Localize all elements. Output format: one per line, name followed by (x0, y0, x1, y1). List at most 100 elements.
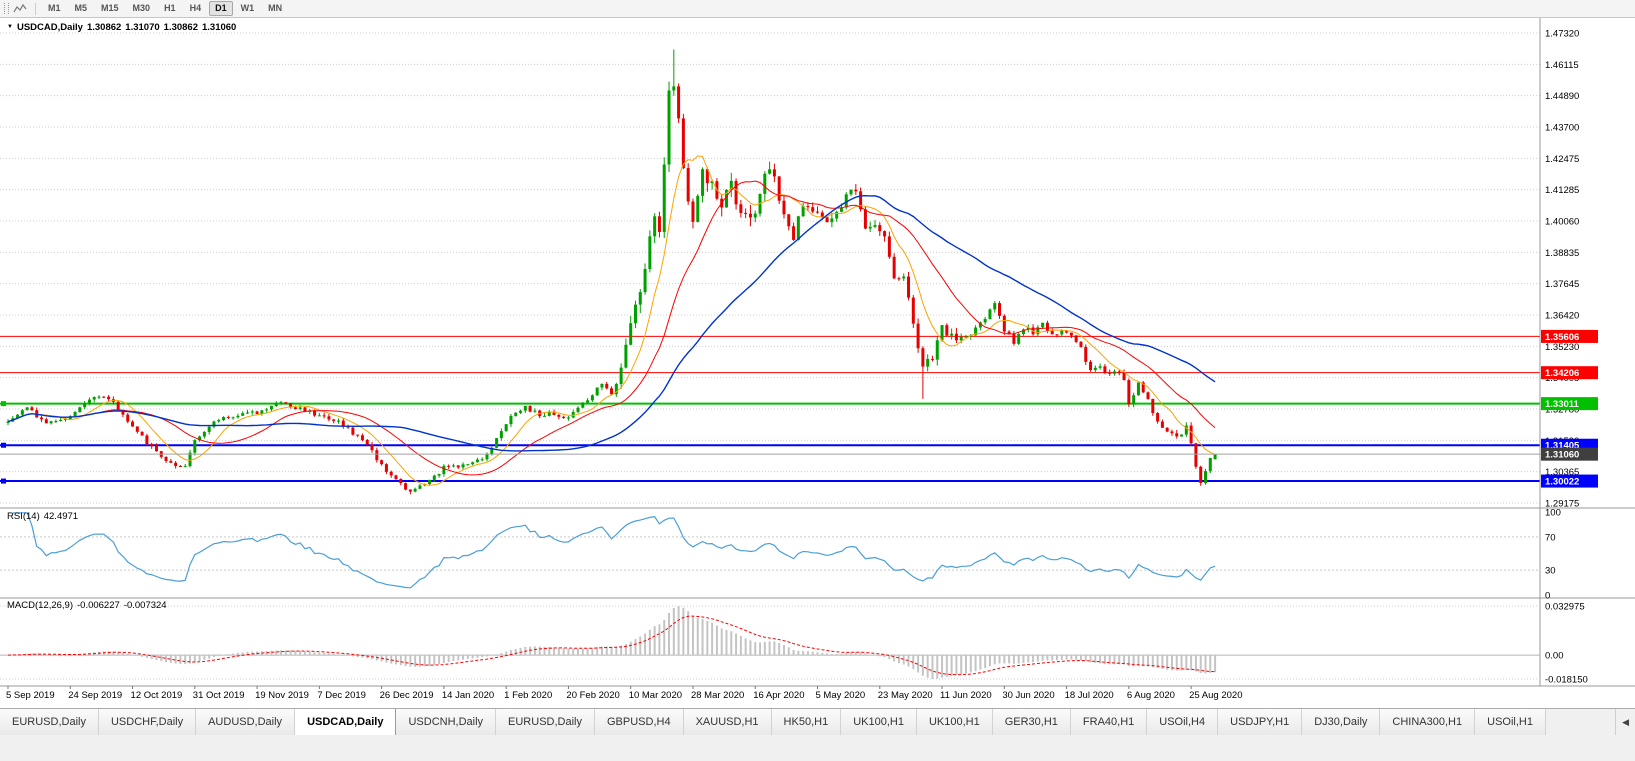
level-drag-handle[interactable] (1, 478, 6, 484)
candle-body (820, 212, 824, 218)
candle-body (456, 465, 460, 468)
candle-body (1069, 332, 1073, 336)
candle-body (255, 411, 259, 414)
candle-body (1060, 330, 1064, 335)
candle-body (495, 438, 499, 448)
timeframe-button-mn[interactable]: MN (268, 3, 283, 13)
tab-scroll-left-button[interactable]: ◀ (1615, 709, 1635, 735)
timeframe-button-m1[interactable]: M1 (48, 3, 61, 13)
candle-body (413, 488, 417, 492)
chart-tab-fra40-h1[interactable]: FRA40,H1 (1070, 709, 1148, 735)
price-level-badge-label: 1.33011 (1545, 399, 1580, 410)
chart-tab-usdchf-daily[interactable]: USDCHF,Daily (98, 709, 197, 735)
candle-body (562, 416, 566, 418)
chart-line-icon[interactable] (13, 3, 27, 15)
candle-body (399, 479, 403, 484)
candle-body (926, 358, 930, 367)
candle-body (337, 420, 341, 422)
candle-body (504, 424, 508, 432)
date-axis-label: 10 Mar 2020 (629, 690, 682, 701)
candle-body (863, 209, 867, 229)
timeframe-button-d1[interactable]: D1 (209, 1, 233, 16)
chart-tab-eurusd-daily[interactable]: EURUSD,Daily (496, 709, 595, 735)
chart-tab-dj30-daily[interactable]: DJ30,Daily (1302, 709, 1381, 735)
chart-tab-usdcad-daily[interactable]: USDCAD,Daily (295, 709, 397, 735)
macd-axis-tick-bottom: -0.018150 (1545, 675, 1588, 686)
candle-body (466, 464, 470, 466)
chart-tab-usoil-h4[interactable]: USOil,H4 (1147, 709, 1219, 735)
chart-tab-ger30-h1[interactable]: GER30,H1 (992, 709, 1071, 735)
candle-body (959, 336, 963, 341)
candle-body (178, 466, 182, 468)
toolbar-separator (35, 2, 36, 15)
candle-body (710, 181, 714, 184)
candle-body (87, 399, 91, 404)
candle-body (528, 406, 532, 412)
candle-body (236, 415, 240, 418)
chart-tab-usdjpy-h1[interactable]: USDJPY,H1 (1218, 709, 1303, 735)
candle-body (964, 336, 968, 338)
rsi-indicator-label: RSI(14) 42.4971 (7, 511, 82, 522)
candle-body (92, 396, 96, 400)
candle-body (154, 446, 158, 452)
timeframe-button-m5[interactable]: M5 (74, 3, 88, 13)
candle-body (921, 348, 925, 367)
chart-tab-usoil-h1[interactable]: USOil,H1 (1475, 709, 1546, 735)
candle-body (935, 340, 939, 360)
timeframe-buttons: M1 M5 M15 M30 H1 H4 D1 W1 MN (41, 1, 289, 16)
macd-name: MACD(12,26,9) (7, 600, 73, 611)
level-drag-handle[interactable] (1, 442, 6, 448)
candle-body (523, 406, 527, 411)
candle-body (1127, 380, 1131, 405)
chart-tab-xauusd-h1[interactable]: XAUUSD,H1 (683, 709, 772, 735)
candle-body (202, 431, 206, 437)
candle-body (547, 411, 551, 416)
price-axis-tick: 1.35230 (1545, 342, 1579, 353)
ohlc-close: 1.31060 (201, 22, 237, 33)
candle-body (140, 431, 144, 436)
candle-body (6, 421, 10, 423)
chart-tab-hk50-h1[interactable]: HK50,H1 (771, 709, 842, 735)
candle-body (375, 450, 379, 461)
timeframe-button-m15[interactable]: M15 (101, 3, 119, 13)
timeframe-button-m30[interactable]: M30 (132, 3, 151, 13)
chart-tab-eurusd-daily[interactable]: EURUSD,Daily (0, 709, 99, 735)
toolbar-grip[interactable] (4, 3, 9, 14)
chart-tab-china300-h1[interactable]: CHINA300,H1 (1380, 709, 1476, 735)
price-level-badge-label: 1.34206 (1545, 368, 1579, 379)
candle-body (672, 86, 676, 91)
chart-tab-gbpusd-h4[interactable]: GBPUSD,H4 (595, 709, 684, 735)
date-axis-label: 16 Apr 2020 (753, 690, 804, 701)
chart-tab-usdcnh-daily[interactable]: USDCNH,Daily (396, 709, 497, 735)
symbol-dropdown-icon[interactable]: ▼ (7, 24, 13, 30)
candle-body (313, 410, 317, 416)
candle-body (777, 176, 781, 201)
price-level-badge (1541, 329, 1598, 343)
candle-body (1184, 425, 1188, 435)
chart-tab-audusd-daily[interactable]: AUDUSD,Daily (196, 709, 296, 735)
candle-body (930, 358, 934, 360)
timeframe-button-h1[interactable]: H1 (164, 3, 176, 13)
candle-body (705, 169, 709, 184)
chart-tab-uk100-h1[interactable]: UK100,H1 (841, 709, 917, 735)
timeframe-button-w1[interactable]: W1 (240, 3, 255, 13)
rsi-axis-tick: 100 (1545, 508, 1561, 519)
candle-body (1089, 361, 1093, 371)
level-drag-handle[interactable] (1, 401, 6, 407)
candle-body (418, 485, 422, 489)
candle-body (207, 426, 211, 432)
status-bar (0, 734, 1635, 761)
candle-body (744, 212, 748, 214)
candle-body (1079, 341, 1083, 347)
candle-body (677, 86, 681, 119)
macd-value: -0.006227 (77, 600, 120, 611)
candle-body (279, 402, 283, 404)
candle-body (30, 407, 34, 411)
candle-body (317, 415, 321, 417)
date-axis-label: 23 May 2020 (878, 690, 933, 701)
rsi-value: 42.4971 (43, 511, 79, 522)
chart-tab-uk100-h1[interactable]: UK100,H1 (916, 709, 993, 735)
date-axis-label: 30 Jun 2020 (1002, 690, 1054, 701)
timeframe-button-h4[interactable]: H4 (189, 3, 202, 13)
